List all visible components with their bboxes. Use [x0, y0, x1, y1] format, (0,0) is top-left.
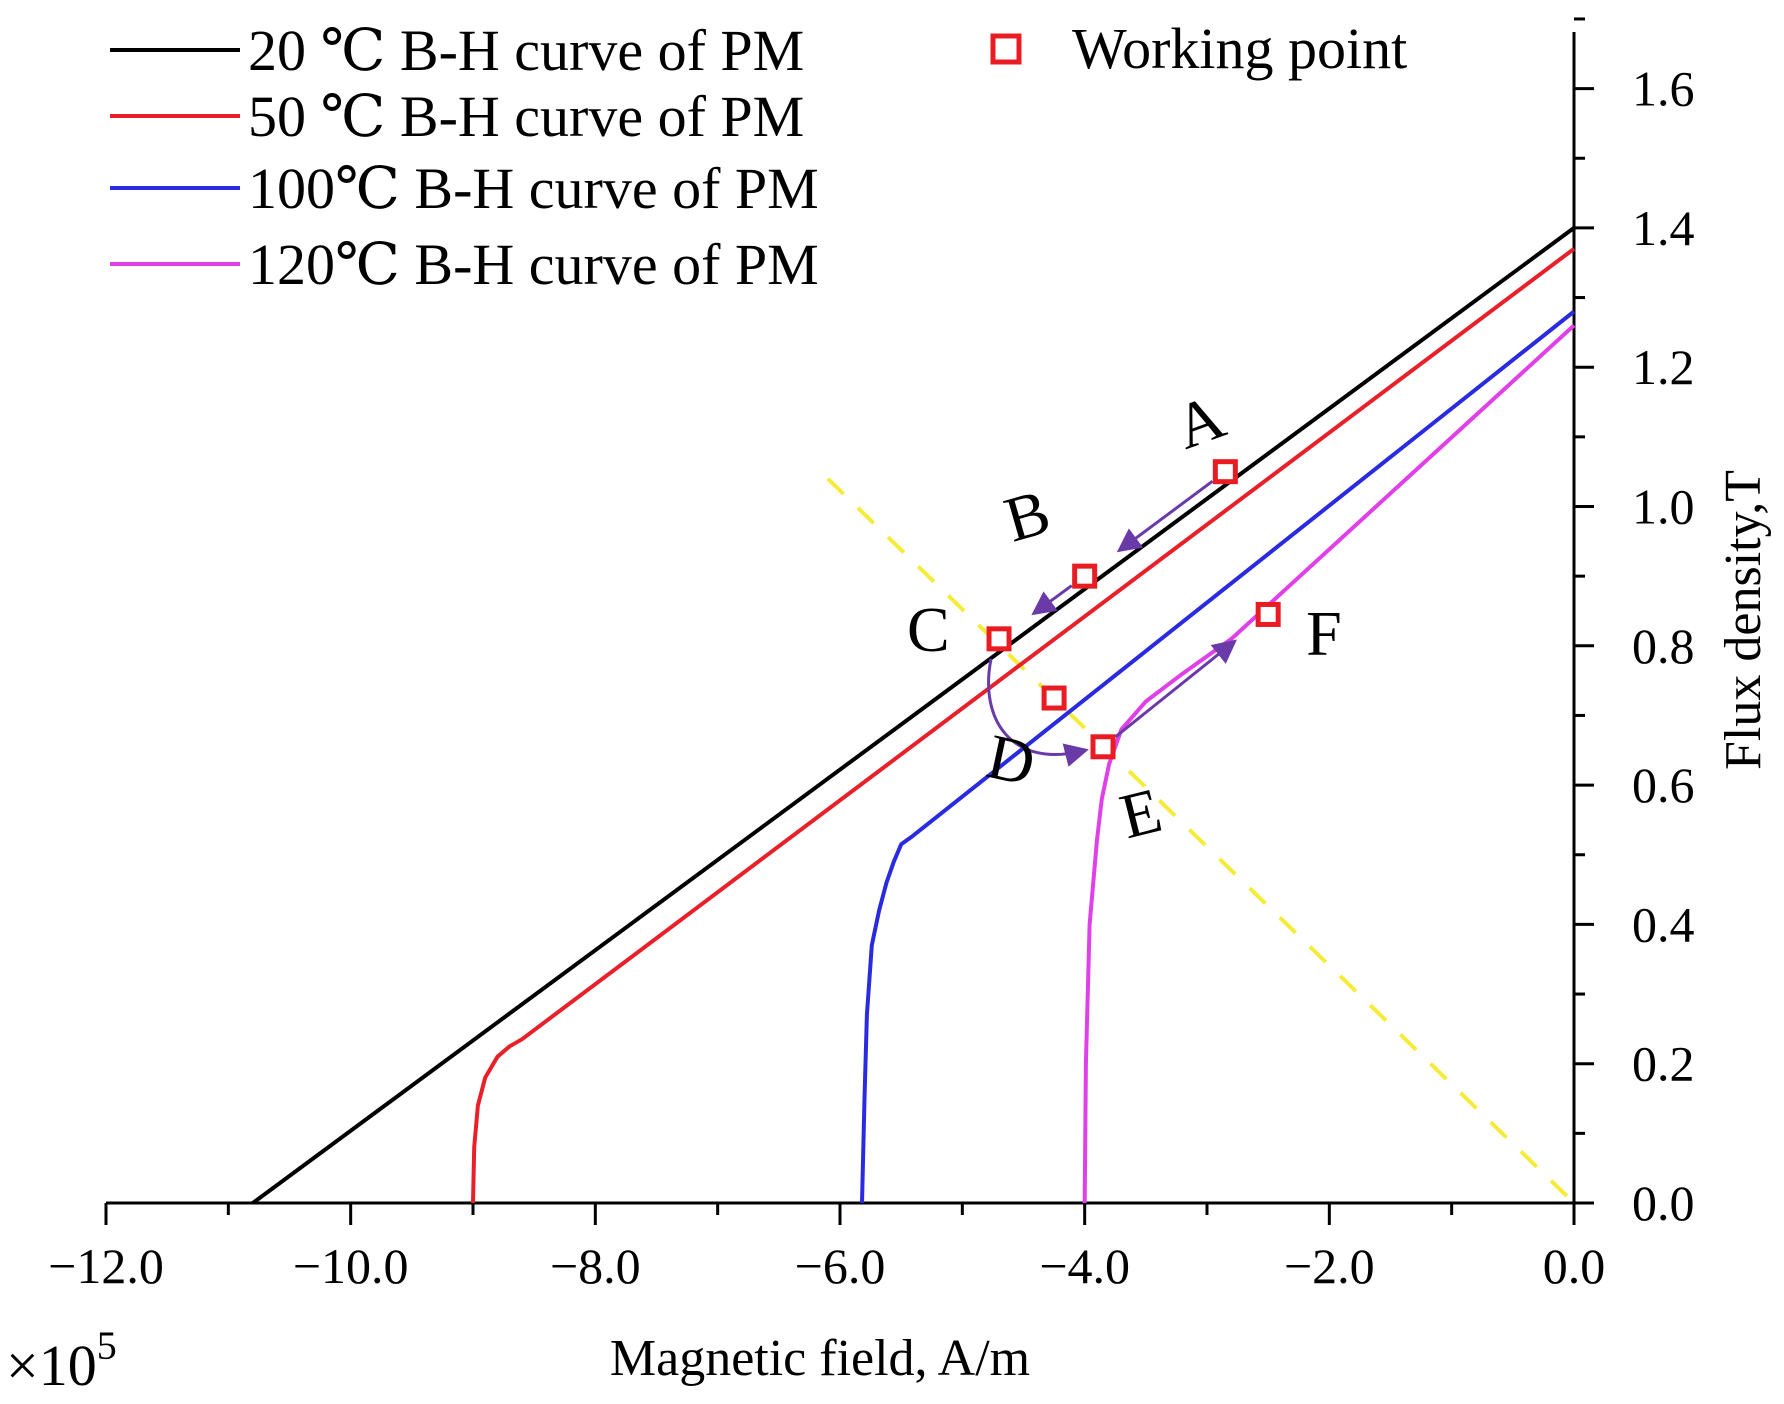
y-ticks-group: 0.0 0.2 0.4 0.6 0.8 1.0 1.2 1.4 1.6 [1574, 17, 1695, 1231]
series-line-2 [471, 247, 1576, 1204]
legend: 20 ℃ B-H curve of PM 50 ℃ B-H curve of P… [110, 16, 1407, 297]
working-points-group [986, 459, 1281, 760]
y-tick-label: 0.8 [1632, 618, 1695, 674]
x-multiplier-exponent: 5 [97, 1323, 117, 1368]
series-line-4 [1082, 323, 1576, 1204]
point-label-f: F [1306, 597, 1342, 668]
working-point-e [1090, 734, 1116, 760]
y-tick-label: 0.6 [1632, 757, 1695, 813]
y-tick-label: 0.0 [1632, 1175, 1695, 1231]
y-axis-label: Flux density,T [1715, 470, 1772, 770]
y-tick-label: 0.2 [1632, 1036, 1695, 1092]
x-tick-label: −4.0 [1039, 1238, 1130, 1294]
working-point-b [1072, 563, 1098, 589]
x-tick-label: 0.0 [1543, 1238, 1606, 1294]
y-tick-label: 1.0 [1632, 479, 1695, 535]
y-tick-label: 0.4 [1632, 896, 1695, 952]
legend-label-120c: 120℃ B-H curve of PM [248, 232, 819, 297]
x-tick-label: −8.0 [550, 1238, 641, 1294]
arrow-b-to-c [1031, 584, 1073, 616]
arrow-e-to-f [1114, 639, 1237, 738]
series-line-1 [251, 226, 1576, 1205]
working-point-f [1255, 601, 1281, 627]
series-lines-group [251, 226, 1576, 1205]
legend-label-20c: 20 ℃ B-H curve of PM [248, 18, 804, 83]
legend-working-point-marker [990, 33, 1022, 65]
x-tick-label: −6.0 [795, 1238, 886, 1294]
transition-arrows-group [987, 480, 1237, 767]
x-multiplier-base: ×10 [6, 1333, 97, 1398]
y-tick-label: 1.2 [1632, 339, 1695, 395]
x-tick-label: −2.0 [1284, 1238, 1375, 1294]
load-line-group [826, 477, 1576, 1205]
working-point-c [986, 626, 1012, 652]
point-label-d: D [981, 720, 1041, 799]
point-label-e: E [1113, 774, 1168, 852]
legend-working-point-label: Working point [1072, 16, 1407, 81]
x-axis-label: Magnetic field, A/m [610, 1330, 1030, 1387]
point-label-c: C [907, 594, 950, 665]
load-line [826, 477, 1576, 1205]
series-line-3 [860, 309, 1576, 1204]
legend-label-50c: 50 ℃ B-H curve of PM [248, 84, 804, 149]
x-tick-label: −12.0 [48, 1238, 164, 1294]
x-tick-label: −10.0 [293, 1238, 409, 1294]
working-point-d [1041, 685, 1067, 711]
point-label-a: A [1166, 380, 1234, 463]
x-axis-multiplier: ×105 [6, 1323, 117, 1398]
arrow-c-to-e [987, 658, 1089, 767]
working-point-a [1212, 459, 1238, 485]
axes-group: −12.0 −10.0 −8.0 −6.0 −4.0 −2.0 0.0 0.00.20.40… [48, 17, 1695, 1294]
y-tick-label: 1.6 [1632, 61, 1695, 117]
arrow-a-to-b [1116, 480, 1214, 553]
point-label-b: B [997, 476, 1058, 556]
legend-label-100c: 100℃ B-H curve of PM [248, 156, 819, 221]
x-ticks-group: −12.0 −10.0 −8.0 −6.0 −4.0 −2.0 0.0 [48, 1203, 1605, 1294]
y-tick-label: 1.4 [1632, 200, 1695, 256]
